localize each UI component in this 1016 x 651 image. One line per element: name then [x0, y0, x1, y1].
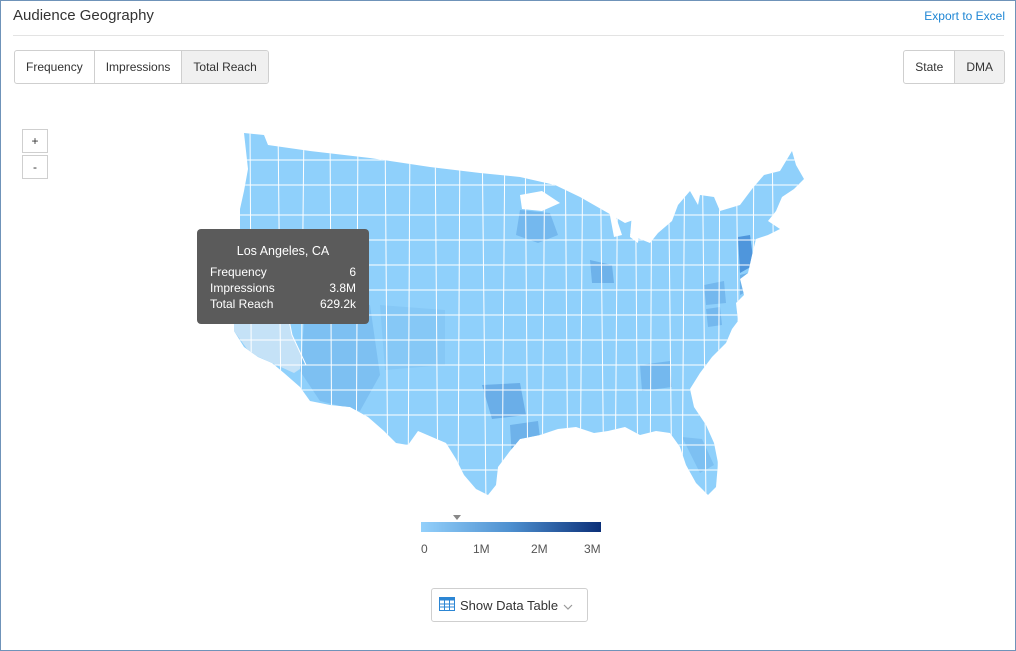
legend-tick: 2M	[531, 542, 548, 556]
header-divider	[13, 35, 1004, 36]
tab-state[interactable]: State	[904, 51, 956, 83]
table-icon	[439, 596, 455, 614]
geo-level-tab-group: State DMA	[903, 50, 1005, 84]
legend-color-scale	[421, 522, 601, 532]
export-to-excel-link[interactable]: Export to Excel	[924, 9, 1005, 23]
tab-dma[interactable]: DMA	[955, 51, 1004, 83]
legend-tick: 1M	[473, 542, 490, 556]
chevron-down-icon	[563, 598, 573, 613]
show-data-table-label: Show Data Table	[460, 597, 559, 613]
show-data-table-button[interactable]: Show Data Table	[431, 588, 588, 622]
zoom-out-button[interactable]: -	[22, 155, 48, 179]
tooltip-value: 629.2k	[319, 297, 356, 311]
tooltip-row-frequency: Frequency 6	[210, 265, 356, 279]
panel-title: Audience Geography	[13, 7, 154, 24]
tooltip-label: Total Reach	[210, 297, 274, 311]
legend-tick: 3M	[584, 542, 601, 556]
region-tooltip: Los Angeles, CA Frequency 6 Impressions …	[197, 229, 369, 324]
tooltip-value: 6	[349, 265, 356, 279]
tooltip-row-impressions: Impressions 3.8M	[210, 281, 356, 295]
tooltip-row-total-reach: Total Reach 629.2k	[210, 297, 356, 311]
tooltip-label: Frequency	[210, 265, 267, 279]
metric-tab-group: Frequency Impressions Total Reach	[14, 50, 269, 84]
tooltip-value: 3.8M	[329, 281, 356, 295]
legend-value-marker	[453, 515, 461, 520]
tab-frequency[interactable]: Frequency	[15, 51, 95, 83]
tooltip-label: Impressions	[210, 281, 275, 295]
zoom-in-button[interactable]: +	[22, 129, 48, 153]
tab-impressions[interactable]: Impressions	[95, 51, 183, 83]
tab-total-reach[interactable]: Total Reach	[182, 51, 268, 83]
legend-tick: 0	[421, 542, 428, 556]
tooltip-title: Los Angeles, CA	[236, 244, 330, 258]
